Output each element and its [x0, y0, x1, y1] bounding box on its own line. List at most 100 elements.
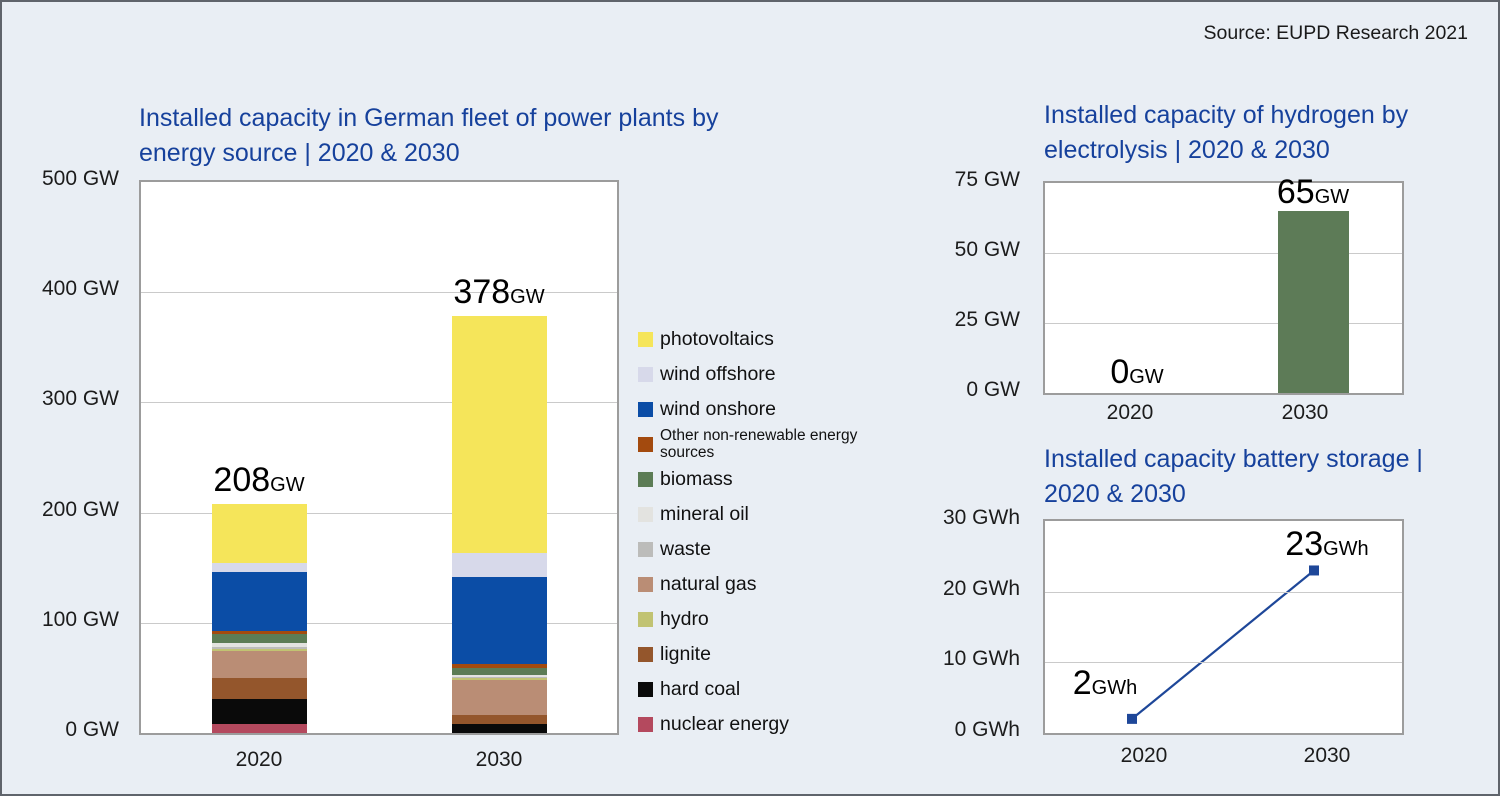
legend-item-waste: waste	[638, 532, 888, 567]
battery-value-label-2020-unit: GWh	[1091, 677, 1138, 699]
bar-segment-hard-coal	[451, 724, 547, 733]
bar-segment-mineral-oil	[211, 642, 307, 648]
legend-label: lignite	[660, 643, 711, 665]
x-tick-label-2030: 2030	[1281, 401, 1329, 424]
hydrogen-value-label-2030-number: 65	[1276, 173, 1315, 211]
legend-item-hydro: hydro	[638, 602, 888, 637]
legend-label: natural gas	[660, 573, 757, 595]
y-tick-label: 0 GWh	[954, 718, 1020, 741]
y-tick-label: 75 GW	[954, 168, 1020, 191]
legend-swatch-nuclear-energy	[638, 717, 653, 732]
hydrogen-value-label-2020-number: 0	[1110, 353, 1130, 391]
battery-chart-title: Installed capacity battery storage | 202…	[1044, 445, 1423, 508]
bar-segment-other-non-renewable-energy-sources	[211, 630, 307, 634]
legend-label: wind onshore	[660, 398, 776, 420]
legend-swatch-other-non-renewable-energy-sources	[638, 437, 653, 452]
battery-value-label-2030: 23GWh	[1257, 525, 1397, 564]
legend-label: Other non-renewable energy sources	[660, 427, 858, 461]
gridline	[1045, 253, 1402, 254]
x-tick-label-2020: 2020	[1120, 744, 1168, 767]
total-label-2030-unit: GW	[510, 286, 545, 309]
battery-value-label-2020: 2GWh	[1035, 664, 1175, 703]
legend-item-other-non-renewable-energy-sources: Other non-renewable energy sources	[638, 427, 888, 462]
legend-swatch-hard-coal	[638, 682, 653, 697]
x-tick-label-2020: 2020	[1106, 401, 1154, 424]
hydrogen-bar-2030	[1277, 211, 1349, 393]
stacked-bar-2020	[211, 503, 307, 733]
legend-item-biomass: biomass	[638, 462, 888, 497]
bar-segment-nuclear-energy	[211, 724, 307, 733]
legend-item-lignite: lignite	[638, 637, 888, 672]
total-label-2020-unit: GW	[270, 473, 305, 496]
bar-segment-mineral-oil	[451, 674, 547, 677]
legend-label: photovoltaics	[660, 328, 774, 350]
total-label-2030-number: 378	[453, 273, 511, 312]
battery-value-label-2020-number: 2	[1072, 664, 1092, 702]
legend-item-mineral-oil: mineral oil	[638, 497, 888, 532]
legend-item-hard-coal: hard coal	[638, 672, 888, 707]
legend-item-wind-offshore: wind offshore	[638, 357, 888, 392]
battery-value-label-2030-number: 23	[1285, 525, 1324, 563]
battery-point-2030	[1309, 565, 1319, 576]
battery-line-chart	[1127, 565, 1319, 724]
legend-item-natural-gas: natural gas	[638, 567, 888, 602]
hydrogen-value-label-2020-unit: GW	[1129, 366, 1164, 388]
bar-segment-lignite	[451, 715, 547, 725]
hydrogen-value-label-2020: 0GW	[1067, 353, 1207, 392]
bar-segment-photovoltaics	[451, 316, 547, 554]
bar-segment-hydro	[211, 649, 307, 652]
gridline	[1045, 662, 1402, 664]
legend-swatch-lignite	[638, 647, 653, 662]
y-tick-label: 10 GWh	[942, 647, 1020, 671]
total-label-2020-number: 208	[213, 460, 271, 499]
battery-point-2020	[1127, 713, 1137, 724]
gridline	[141, 292, 617, 294]
legend-label: hard coal	[660, 678, 741, 700]
gridline	[1045, 323, 1402, 324]
legend-label: hydro	[660, 608, 709, 630]
bar-segment-wind-onshore	[451, 576, 547, 664]
gridline	[141, 512, 617, 514]
bar-segment-wind-onshore	[211, 572, 307, 631]
y-tick-label: 50 GW	[954, 238, 1020, 261]
y-tick-label: 25 GW	[954, 308, 1020, 331]
y-tick-label: 300 GW	[41, 387, 119, 411]
total-label-2030: 378GW	[429, 273, 569, 312]
battery-line	[1131, 569, 1315, 720]
legend-swatch-natural-gas	[638, 577, 653, 592]
bar-segment-lignite	[211, 677, 307, 699]
legend-label: mineral oil	[660, 503, 749, 525]
y-tick-label: 0 GW	[65, 718, 119, 741]
legend-swatch-photovoltaics	[638, 332, 653, 347]
bar-segment-hydro	[451, 677, 547, 681]
hydrogen-plot-area	[1043, 181, 1404, 395]
bar-segment-waste	[211, 647, 307, 650]
y-tick-label: 20 GWh	[942, 576, 1020, 600]
hydrogen-value-label-2030: 65GW	[1243, 173, 1383, 212]
bar-segment-natural-gas	[451, 680, 547, 716]
legend-swatch-biomass	[638, 472, 653, 487]
legend-swatch-mineral-oil	[638, 507, 653, 522]
y-tick-label: 400 GW	[41, 277, 119, 301]
bar-segment-hard-coal	[211, 698, 307, 725]
legend: photovoltaics wind offshore wind onshore Ot…	[638, 322, 888, 742]
y-tick-label: 30 GWh	[942, 506, 1020, 529]
x-tick-label-2030: 2030	[475, 748, 523, 771]
bar-segment-biomass	[211, 633, 307, 643]
legend-swatch-wind-onshore	[638, 402, 653, 417]
legend-swatch-waste	[638, 542, 653, 557]
battery-plot-area	[1043, 519, 1404, 735]
main-chart-title: Installed capacity in German fleet of po…	[139, 104, 719, 167]
bar-segment-waste	[451, 676, 547, 678]
bar-segment-photovoltaics	[211, 503, 307, 564]
y-tick-label: 100 GW	[41, 607, 119, 631]
legend-label: biomass	[660, 468, 733, 490]
y-tick-label: 200 GW	[41, 497, 119, 521]
bar-segment-wind-offshore	[451, 553, 547, 577]
hydrogen-value-label-2030-unit: GW	[1314, 186, 1350, 208]
legend-label: wind offshore	[660, 363, 776, 385]
y-tick-label: 500 GW	[41, 167, 119, 190]
bar-segment-other-non-renewable-energy-sources	[451, 663, 547, 668]
legend-swatch-wind-offshore	[638, 367, 653, 382]
